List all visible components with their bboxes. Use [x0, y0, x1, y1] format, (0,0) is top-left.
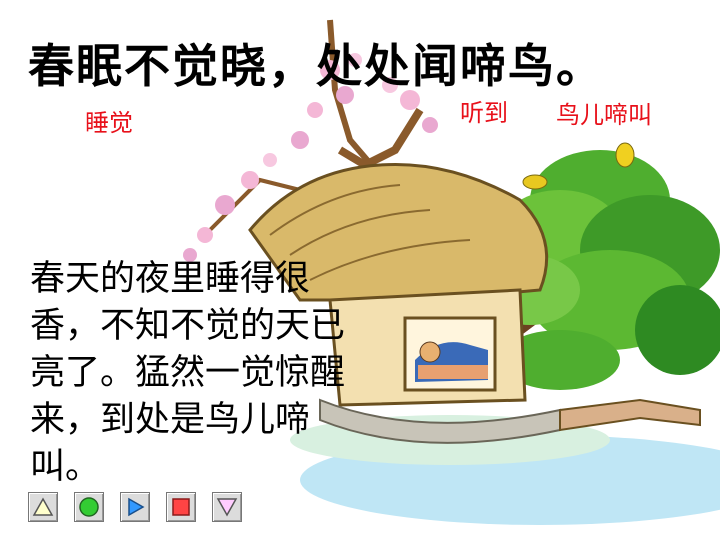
play-icon — [128, 497, 145, 517]
last-slide-button[interactable] — [212, 492, 242, 522]
stop-square-icon — [172, 498, 190, 516]
stop-button[interactable] — [166, 492, 196, 522]
note-bird-call: 鸟儿啼叫 — [556, 101, 652, 129]
slide-nav-bar — [28, 492, 242, 522]
green-tree — [480, 150, 720, 390]
triangle-down-icon — [216, 498, 238, 517]
stone-base — [319, 398, 701, 444]
note-sleep: 睡觉 — [85, 109, 133, 137]
cottage-wall — [328, 288, 527, 407]
first-slide-button[interactable] — [28, 492, 58, 522]
blossom-tree — [183, 19, 438, 262]
explanation-text: 春天的夜里睡得很香，不知不觉的天已亮了。猛然一觉惊醒来，到处是鸟儿啼叫。 — [30, 259, 346, 487]
home-button[interactable] — [74, 492, 104, 522]
circle-icon — [79, 497, 99, 517]
triangle-up-icon — [32, 497, 54, 516]
play-button[interactable] — [120, 492, 150, 522]
poem-line: 春眠不觉晓，处处闻啼鸟。 — [28, 39, 604, 93]
note-hear: 听到 — [460, 99, 508, 127]
thatched-roof — [248, 162, 549, 302]
bird-icon — [522, 142, 635, 190]
